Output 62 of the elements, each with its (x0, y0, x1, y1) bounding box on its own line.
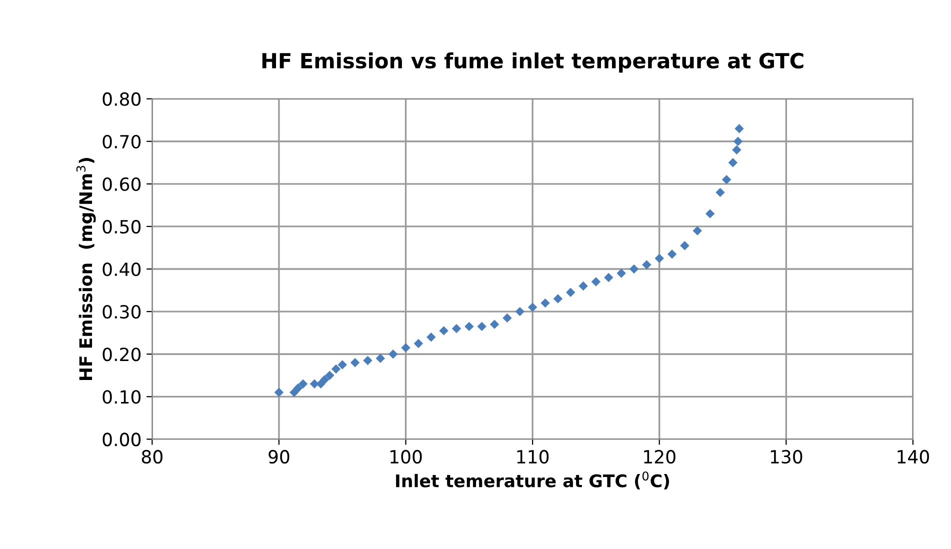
point (350, 358, 360, 368)
y-tick-label: 0.70 (102, 134, 141, 148)
point (515, 306, 524, 316)
point (667, 250, 677, 259)
point (477, 322, 486, 332)
chart-title: HF Emission vs fume inlet temperature at GTC (262, 52, 804, 73)
y-tick-label: 0.60 (102, 177, 141, 192)
point (716, 188, 725, 198)
point (578, 281, 588, 291)
point (616, 268, 626, 278)
point (705, 209, 715, 218)
x-tick-label: 130 (770, 450, 802, 464)
point (298, 379, 308, 388)
x-axis-title: Inlet temerature at GTC ($^{0}$C) (396, 471, 670, 490)
point (604, 272, 614, 282)
x-tick-label: 120 (644, 450, 676, 464)
point (502, 313, 512, 323)
y-axis-title: HF Emission (mg/Nm$^{3}$) (76, 158, 96, 380)
point (540, 298, 550, 308)
point (728, 158, 738, 168)
point (426, 332, 436, 342)
point (733, 136, 743, 146)
y-tick-label: 0.30 (102, 305, 141, 319)
point (338, 360, 347, 370)
point (528, 302, 538, 312)
y-tick-label: 0.20 (102, 348, 141, 362)
y-tick-label: 0.40 (102, 262, 141, 276)
point (376, 354, 386, 363)
point (732, 145, 742, 154)
x-tick-label: 80 (142, 450, 162, 464)
point (320, 375, 330, 384)
point (439, 326, 448, 336)
x-tick-label: 110 (517, 450, 549, 464)
y-tick-label: 0.10 (102, 390, 141, 404)
x-tick-label: 90 (268, 450, 290, 464)
point (722, 175, 732, 184)
point (734, 124, 744, 134)
point (274, 388, 284, 398)
point (452, 324, 462, 334)
point (654, 254, 664, 263)
x-tick-label: 100 (390, 450, 422, 464)
y-tick-label: 0.80 (102, 92, 141, 106)
point (692, 226, 702, 236)
point (629, 264, 639, 274)
point (363, 356, 372, 366)
point (293, 384, 303, 393)
point (642, 260, 652, 270)
x-tick-label: 140 (898, 450, 929, 464)
point (490, 320, 500, 329)
point (325, 370, 334, 380)
y-tick-label: 0.00 (102, 432, 141, 446)
y-tick-label: 0.50 (102, 220, 141, 234)
point (414, 338, 424, 348)
point (388, 350, 398, 359)
point (680, 241, 690, 250)
point (591, 277, 601, 286)
point (566, 288, 576, 298)
point (331, 364, 341, 374)
point (401, 343, 410, 352)
point (464, 322, 474, 332)
point (310, 379, 320, 388)
point (553, 294, 563, 304)
